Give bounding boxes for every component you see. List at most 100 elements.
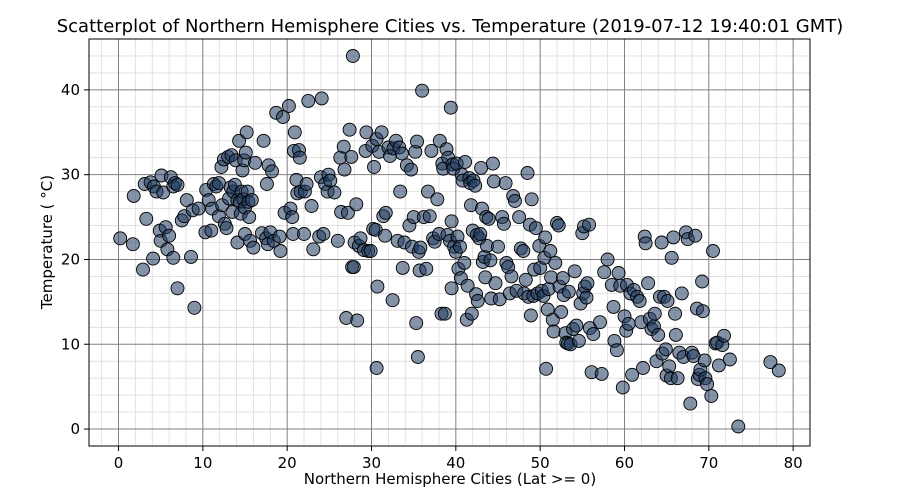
y-axis-ticks: 0 10 20 30 40 <box>61 81 89 438</box>
x-tick-label: 50 <box>531 454 550 472</box>
data-point <box>337 162 352 177</box>
data-point <box>569 318 584 333</box>
data-point <box>658 342 673 357</box>
data-point <box>187 300 202 315</box>
data-point <box>246 240 261 255</box>
data-point <box>586 327 601 342</box>
data-point <box>299 177 314 191</box>
data-point <box>567 264 582 279</box>
data-point <box>219 221 234 236</box>
data-point <box>638 236 653 251</box>
data-point <box>704 389 719 403</box>
data-point <box>458 154 473 169</box>
data-point <box>404 162 419 177</box>
data-point <box>512 210 527 225</box>
data-point <box>239 125 254 140</box>
data-point <box>473 227 488 241</box>
data-point <box>457 255 472 270</box>
data-point <box>170 281 185 296</box>
data-point <box>359 125 374 140</box>
data-point <box>674 286 689 301</box>
data-point <box>468 178 483 193</box>
data-point <box>367 160 381 174</box>
data-point <box>543 244 558 258</box>
data-point <box>504 269 519 284</box>
data-point <box>287 125 302 140</box>
data-point <box>327 185 342 200</box>
data-point <box>636 361 650 375</box>
x-tick-label: 80 <box>784 454 803 472</box>
data-point <box>453 239 467 254</box>
data-point <box>478 270 493 285</box>
data-point <box>422 209 437 224</box>
data-point <box>444 281 459 296</box>
data-point <box>474 160 489 175</box>
data-point <box>146 251 161 266</box>
data-point <box>179 193 194 208</box>
data-point <box>394 146 409 161</box>
y-tick-label: 30 <box>61 166 80 184</box>
data-point <box>555 271 570 286</box>
data-point <box>342 122 357 137</box>
data-point <box>374 125 389 140</box>
data-point <box>496 216 511 231</box>
data-point <box>297 227 311 241</box>
data-point <box>346 260 361 275</box>
data-point <box>378 205 393 220</box>
chart-title: Scatterplot of Northern Hemisphere Citie… <box>57 16 844 37</box>
data-point <box>256 133 271 148</box>
data-point <box>600 252 615 267</box>
data-point <box>340 205 355 220</box>
data-point <box>170 177 185 192</box>
data-point <box>370 279 385 294</box>
data-point <box>265 164 279 179</box>
data-point <box>706 244 720 258</box>
data-point <box>304 199 319 213</box>
data-point <box>301 93 316 108</box>
data-point <box>323 173 338 188</box>
x-axis-ticks: 0 10 20 30 40 50 60 70 80 <box>114 446 803 472</box>
data-point <box>771 363 786 378</box>
data-point <box>717 328 731 343</box>
data-point <box>486 174 501 189</box>
data-point <box>349 197 364 212</box>
x-tick-label: 70 <box>699 454 718 472</box>
data-point <box>191 201 206 216</box>
data-point <box>654 235 669 250</box>
data-point <box>662 359 677 374</box>
data-point <box>276 110 290 124</box>
data-point <box>460 278 475 293</box>
data-point <box>464 306 479 321</box>
data-point <box>430 192 445 207</box>
data-point <box>660 294 675 308</box>
data-point <box>516 244 531 258</box>
data-point <box>336 139 351 154</box>
data-point <box>353 231 368 246</box>
data-point <box>593 315 607 330</box>
data-point <box>350 313 365 328</box>
data-point <box>126 188 141 203</box>
data-point <box>421 184 435 199</box>
data-point <box>697 353 712 368</box>
data-point <box>615 380 630 395</box>
data-point <box>641 276 656 291</box>
data-point <box>711 358 726 373</box>
data-point <box>571 333 586 348</box>
data-point <box>410 350 425 364</box>
y-tick-label: 10 <box>61 335 80 353</box>
data-point <box>580 276 595 291</box>
data-point <box>437 306 452 321</box>
data-point <box>419 261 434 276</box>
data-point <box>136 262 150 277</box>
data-point <box>722 352 737 367</box>
y-axis-label: Temperature ( °C) <box>38 175 56 310</box>
data-point <box>561 284 576 299</box>
x-tick-label: 30 <box>362 454 381 472</box>
data-point <box>538 230 553 245</box>
data-point <box>344 149 359 164</box>
data-point <box>647 306 662 321</box>
data-point <box>424 143 439 158</box>
data-point <box>166 250 181 265</box>
